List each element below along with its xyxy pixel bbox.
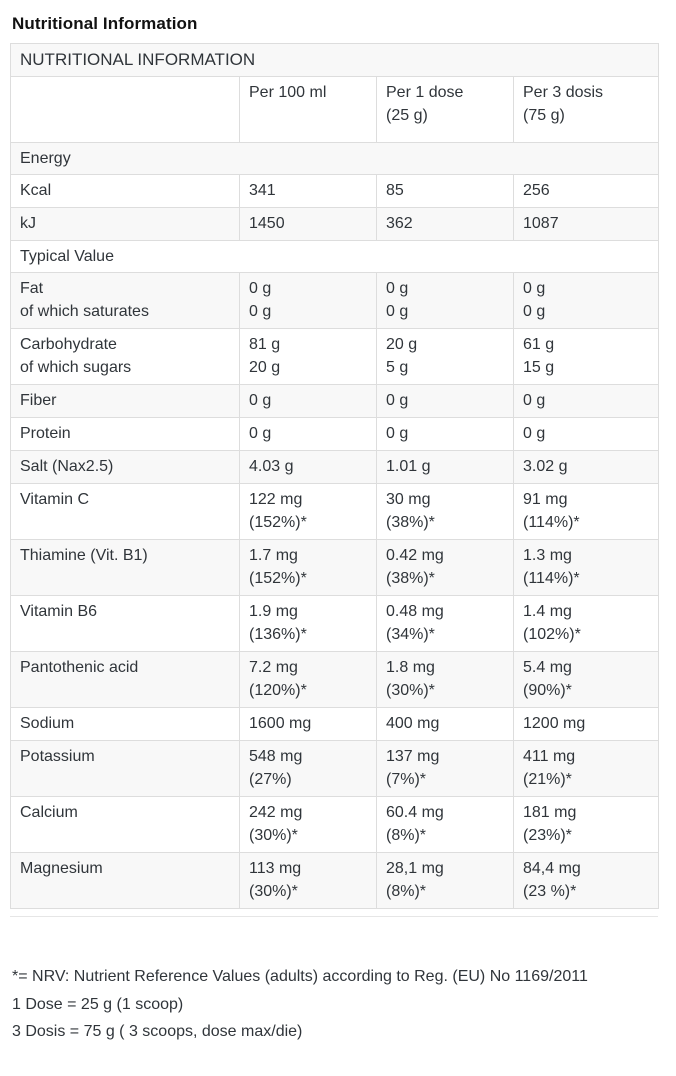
table-row-fiber: Fiber 0 g 0 g 0 g (10, 384, 660, 418)
row-label: Fat of which saturates (10, 272, 240, 329)
value-per-3dosis: 1.4 mg (102%)* (512, 595, 660, 652)
table-row-kj: kJ 1450 362 1087 (10, 207, 660, 241)
row-label: Carbohydrate of which sugars (10, 328, 240, 385)
footnote-3-dosis: 3 Dosis = 75 g ( 3 scoops, dose max/die) (12, 1023, 303, 1040)
table-row-salt: Salt (Nax2.5) 4.03 g 1.01 g 3.02 g (10, 450, 660, 484)
value-per-3dosis: 1200 mg (512, 707, 660, 741)
value-per-1dose: 400 mg (376, 707, 514, 741)
value-per-1dose: 0 g (376, 417, 514, 451)
table-row-vitamin-c: Vitamin C 122 mg (152%)* 30 mg (38%)* 91… (10, 483, 660, 540)
table-row-thiamine: Thiamine (Vit. B1) 1.7 mg (152%)* 0.42 m… (10, 539, 660, 596)
section-row-typical-value: Typical Value (9, 240, 660, 273)
value-per-1dose: 1.01 g (376, 450, 514, 484)
value-per-3dosis: 1087 (512, 207, 660, 241)
table-row-magnesium: Magnesium 113 mg (30%)* 28,1 mg (8%)* 84… (10, 852, 660, 909)
footnote-nrv: *= NRV: Nutrient Reference Values (adult… (12, 968, 588, 985)
row-label: Potassium (10, 740, 240, 797)
value-per-100ml: 81 g 20 g (239, 328, 377, 385)
value-per-100ml: 4.03 g (239, 450, 377, 484)
value-per-3dosis: 1.3 mg (114%)* (512, 539, 660, 596)
row-label: Pantothenic acid (10, 651, 240, 708)
value-per-100ml: 0 g (239, 384, 377, 418)
table-row-sodium: Sodium 1600 mg 400 mg 1200 mg (10, 707, 660, 741)
value-per-3dosis: 61 g 15 g (512, 328, 660, 385)
value-per-3dosis: 91 mg (114%)* (512, 483, 660, 540)
value-per-1dose: 0.42 mg (38%)* (376, 539, 514, 596)
value-per-100ml: 1450 (239, 207, 377, 241)
value-per-3dosis: 411 mg (21%)* (512, 740, 660, 797)
row-label: Kcal (10, 174, 240, 208)
row-label: Sodium (10, 707, 240, 741)
value-per-100ml: 548 mg (27%) (239, 740, 377, 797)
column-header-per-3dosis: Per 3 dosis (75 g) (512, 76, 660, 143)
value-per-1dose: 60.4 mg (8%)* (376, 796, 514, 853)
value-per-1dose: 20 g 5 g (376, 328, 514, 385)
value-per-100ml: 122 mg (152%)* (239, 483, 377, 540)
row-label: Calcium (10, 796, 240, 853)
section-label: Energy (9, 142, 660, 175)
row-label: Thiamine (Vit. B1) (10, 539, 240, 596)
value-per-100ml: 113 mg (30%)* (239, 852, 377, 909)
value-per-3dosis: 0 g (512, 384, 660, 418)
value-per-1dose: 0 g (376, 384, 514, 418)
table-row-vitamin-b6: Vitamin B6 1.9 mg (136%)* 0.48 mg (34%)*… (10, 595, 660, 652)
footnotes: *= NRV: Nutrient Reference Values (adult… (12, 963, 666, 1046)
table-title: NUTRITIONAL INFORMATION (9, 43, 660, 77)
column-header-row: Per 100 ml Per 1 dose (25 g) Per 3 dosis… (10, 76, 660, 143)
value-per-3dosis: 0 g 0 g (512, 272, 660, 329)
value-per-100ml: 0 g (239, 417, 377, 451)
table-row-carbohydrate: Carbohydrate of which sugars 81 g 20 g 2… (10, 328, 660, 385)
value-per-1dose: 28,1 mg (8%)* (376, 852, 514, 909)
row-label: Magnesium (10, 852, 240, 909)
row-label: Salt (Nax2.5) (10, 450, 240, 484)
table-header-row: NUTRITIONAL INFORMATION (9, 43, 660, 77)
value-per-100ml: 1.7 mg (152%)* (239, 539, 377, 596)
value-per-100ml: 242 mg (30%)* (239, 796, 377, 853)
section-label: Typical Value (9, 240, 660, 273)
nutrition-table: NUTRITIONAL INFORMATION Per 100 ml Per 1… (9, 43, 660, 909)
row-label: Fiber (10, 384, 240, 418)
value-per-100ml: 341 (239, 174, 377, 208)
value-per-3dosis: 181 mg (23%)* (512, 796, 660, 853)
value-per-1dose: 0.48 mg (34%)* (376, 595, 514, 652)
value-per-1dose: 30 mg (38%)* (376, 483, 514, 540)
value-per-1dose: 0 g 0 g (376, 272, 514, 329)
value-per-3dosis: 5.4 mg (90%)* (512, 651, 660, 708)
table-row-kcal: Kcal 341 85 256 (10, 174, 660, 208)
row-label: kJ (10, 207, 240, 241)
column-header-empty (10, 76, 240, 143)
value-per-1dose: 1.8 mg (30%)* (376, 651, 514, 708)
value-per-100ml: 0 g 0 g (239, 272, 377, 329)
table-row-fat: Fat of which saturates 0 g 0 g 0 g 0 g 0… (10, 272, 660, 329)
value-per-1dose: 137 mg (7%)* (376, 740, 514, 797)
section-row-energy: Energy (9, 142, 660, 175)
column-header-per-100ml: Per 100 ml (239, 76, 377, 143)
table-row-calcium: Calcium 242 mg (30%)* 60.4 mg (8%)* 181 … (10, 796, 660, 853)
nutrition-table-wrapper: NUTRITIONAL INFORMATION Per 100 ml Per 1… (9, 43, 660, 917)
page-title: Nutritional Information (12, 14, 198, 33)
row-label: Vitamin B6 (10, 595, 240, 652)
value-per-3dosis: 3.02 g (512, 450, 660, 484)
row-label: Vitamin C (10, 483, 240, 540)
value-per-3dosis: 84,4 mg (23 %)* (512, 852, 660, 909)
column-header-per-1dose: Per 1 dose (25 g) (376, 76, 514, 143)
value-per-3dosis: 0 g (512, 417, 660, 451)
value-per-100ml: 1600 mg (239, 707, 377, 741)
row-label: Protein (10, 417, 240, 451)
table-row-potassium: Potassium 548 mg (27%) 137 mg (7%)* 411 … (10, 740, 660, 797)
footnote-1-dose: 1 Dose = 25 g (1 scoop) (12, 995, 184, 1013)
value-per-1dose: 85 (376, 174, 514, 208)
value-per-1dose: 362 (376, 207, 514, 241)
table-row-protein: Protein 0 g 0 g 0 g (10, 417, 660, 451)
table-row-pantothenic-acid: Pantothenic acid 7.2 mg (120%)* 1.8 mg (… (10, 651, 660, 708)
value-per-3dosis: 256 (512, 174, 660, 208)
value-per-100ml: 7.2 mg (120%)* (239, 651, 377, 708)
value-per-100ml: 1.9 mg (136%)* (239, 595, 377, 652)
